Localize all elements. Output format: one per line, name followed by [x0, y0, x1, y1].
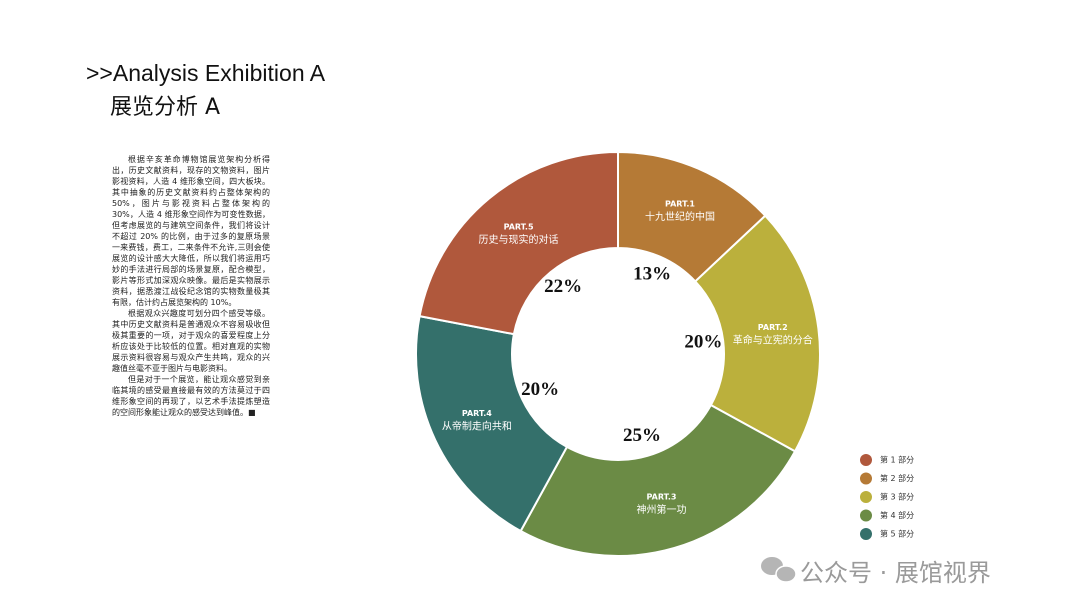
legend-swatch — [860, 454, 872, 466]
title: >>Analysis Exhibition A — [86, 60, 326, 86]
legend-swatch — [860, 491, 872, 503]
paragraph: 根据观众兴趣度可划分四个感受等级。其中历史文献资料是普通观众不容易吸收但极其重要… — [112, 309, 270, 373]
paragraph: 但是对于一个展览，能让观众感觉到亲临其境的感受最直接最有效的方法莫过于四维形象空… — [112, 375, 270, 417]
donut-segment — [519, 403, 797, 557]
value-label: 20% — [684, 332, 722, 353]
segment-label: 神州第一功 — [637, 503, 687, 516]
paragraph: 根据辛亥革命博物馆展览架构分析得出，历史文献资料，现存的文物资料，图片影视资料，… — [112, 155, 270, 307]
value-label: 22% — [544, 276, 582, 297]
segment-label: 从帝制走向共和 — [442, 419, 512, 432]
segment-part: PART.3 — [647, 492, 677, 501]
value-label: 25% — [623, 425, 661, 446]
segment-label: 革命与立宪的分合 — [733, 333, 813, 346]
segment-part: PART.1 — [665, 199, 695, 208]
donut-segment — [415, 314, 569, 533]
legend-label: 第 1 部分 — [880, 455, 914, 465]
legend-swatch — [860, 472, 872, 485]
legend-swatch — [860, 528, 872, 540]
donut-segment — [418, 150, 619, 336]
body-text: 根据辛亥革命博物馆展览架构分析得出，历史文献资料，现存的文物资料，图片影视资料，… — [112, 154, 270, 418]
segment-label: 历史与现实的对话 — [479, 233, 559, 246]
segment-part: PART.5 — [504, 222, 534, 231]
watermark: 公众号 · 展馆视界 — [800, 559, 991, 587]
donut-segment — [693, 214, 821, 453]
value-label: 13% — [633, 263, 671, 284]
legend-swatch — [860, 509, 872, 522]
segment-part: PART.4 — [462, 409, 492, 418]
legend-label: 第 3 部分 — [880, 492, 914, 502]
legend-label: 第 5 部分 — [880, 529, 914, 539]
wechat-icon — [761, 557, 797, 583]
subtitle: 展览分析 A — [110, 95, 221, 120]
legend-label: 第 4 部分 — [880, 510, 914, 520]
segment-part: PART.2 — [758, 323, 788, 332]
legend-label: 第 2 部分 — [880, 473, 914, 483]
segment-label: 十九世纪的中国 — [645, 210, 715, 223]
value-label: 20% — [521, 379, 559, 400]
